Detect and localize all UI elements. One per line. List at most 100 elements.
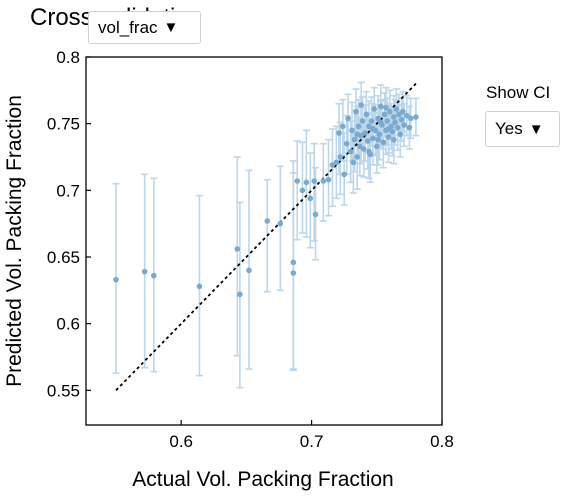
data-point [341, 171, 347, 178]
data-point [325, 176, 332, 183]
data-point [364, 138, 371, 144]
data-point [329, 162, 336, 168]
data-point [357, 143, 363, 150]
data-point [196, 283, 203, 290]
data-point [394, 124, 401, 131]
show-ci-label: Show CI [486, 83, 551, 102]
data-point [377, 103, 384, 110]
data-point [393, 106, 400, 112]
data-point [349, 127, 355, 134]
data-point [307, 195, 314, 202]
data-point [340, 123, 346, 130]
data-point [277, 220, 284, 227]
data-point [373, 143, 380, 150]
data-point [345, 115, 351, 122]
data-point [366, 123, 372, 130]
errorbar [310, 142, 318, 242]
data-point [355, 123, 362, 130]
data-point [151, 272, 157, 279]
data-point [358, 102, 364, 108]
data-point [303, 179, 310, 186]
data-point [344, 140, 350, 147]
data-point [354, 131, 361, 138]
data-point [234, 246, 241, 252]
data-point [413, 114, 419, 120]
data-point [113, 276, 119, 283]
data-point [396, 111, 402, 118]
data-point [400, 108, 406, 115]
data-point [390, 136, 397, 143]
data-point [363, 111, 370, 118]
data-point [375, 115, 381, 122]
y-axis: 0.55 0.6 0.65 0.7 0.75 0.8 [47, 48, 91, 400]
data-point [370, 126, 376, 132]
chevron-down-icon: ▼ [163, 19, 179, 36]
y-tick-label: 0.7 [56, 181, 80, 200]
data-point [290, 259, 297, 266]
point-layer [113, 102, 419, 298]
data-point [337, 154, 344, 160]
target-property-select[interactable]: vol_frac ▼ [88, 11, 201, 44]
y-tick-label: 0.6 [56, 315, 80, 334]
y-tick-label: 0.55 [47, 381, 80, 400]
data-point [403, 112, 410, 119]
data-point [397, 131, 404, 138]
data-point [370, 135, 376, 142]
target-select-value: vol_frac [98, 17, 158, 37]
data-point [350, 159, 357, 166]
data-point [362, 130, 368, 136]
y-tick-label: 0.8 [56, 48, 80, 67]
data-point [377, 119, 384, 126]
data-point [246, 267, 252, 274]
chevron-down-icon: ▼ [528, 120, 544, 138]
data-point [312, 211, 319, 218]
data-point [383, 104, 389, 111]
data-point [398, 116, 405, 123]
show-ci-select[interactable]: Yes ▼ [485, 111, 560, 147]
data-point [237, 291, 243, 298]
data-point [320, 178, 327, 184]
data-point [375, 136, 381, 143]
data-point [401, 122, 407, 128]
y-tick-label: 0.75 [47, 115, 80, 134]
errorbar [276, 165, 284, 292]
data-point [290, 270, 297, 276]
data-point [407, 115, 414, 122]
data-point [384, 118, 391, 124]
data-point [385, 126, 392, 132]
data-point [299, 187, 306, 194]
data-point [360, 146, 367, 152]
data-point [354, 154, 361, 160]
data-point [392, 119, 398, 126]
errorbar [293, 140, 301, 241]
data-point [368, 118, 375, 124]
x-axis-label: Actual Vol. Packing Fraction [132, 468, 393, 491]
y-tick-label: 0.65 [47, 248, 80, 267]
y-axis-label: Predicted Vol. Packing Fraction [3, 95, 26, 387]
data-point [406, 124, 413, 131]
show-ci-value: Yes [495, 119, 523, 138]
data-point [371, 106, 377, 112]
data-point [380, 139, 387, 146]
data-point [381, 111, 388, 118]
x-tick-label: 0.6 [169, 432, 193, 451]
data-point [141, 268, 148, 275]
data-point [264, 218, 271, 224]
data-point [311, 178, 318, 184]
x-tick-label: 0.8 [430, 432, 454, 451]
x-tick-label: 0.7 [300, 432, 324, 451]
data-point [294, 178, 301, 184]
data-point [359, 118, 366, 124]
data-point [347, 148, 354, 155]
data-point [376, 131, 383, 138]
plot-frame [85, 56, 443, 426]
data-point [385, 134, 392, 140]
data-point [366, 148, 372, 155]
data-point [389, 128, 396, 135]
x-axis: 0.6 0.7 0.8 [169, 420, 454, 451]
data-point [387, 108, 393, 115]
data-point [353, 108, 359, 115]
data-point [333, 159, 340, 166]
data-point [336, 130, 342, 136]
